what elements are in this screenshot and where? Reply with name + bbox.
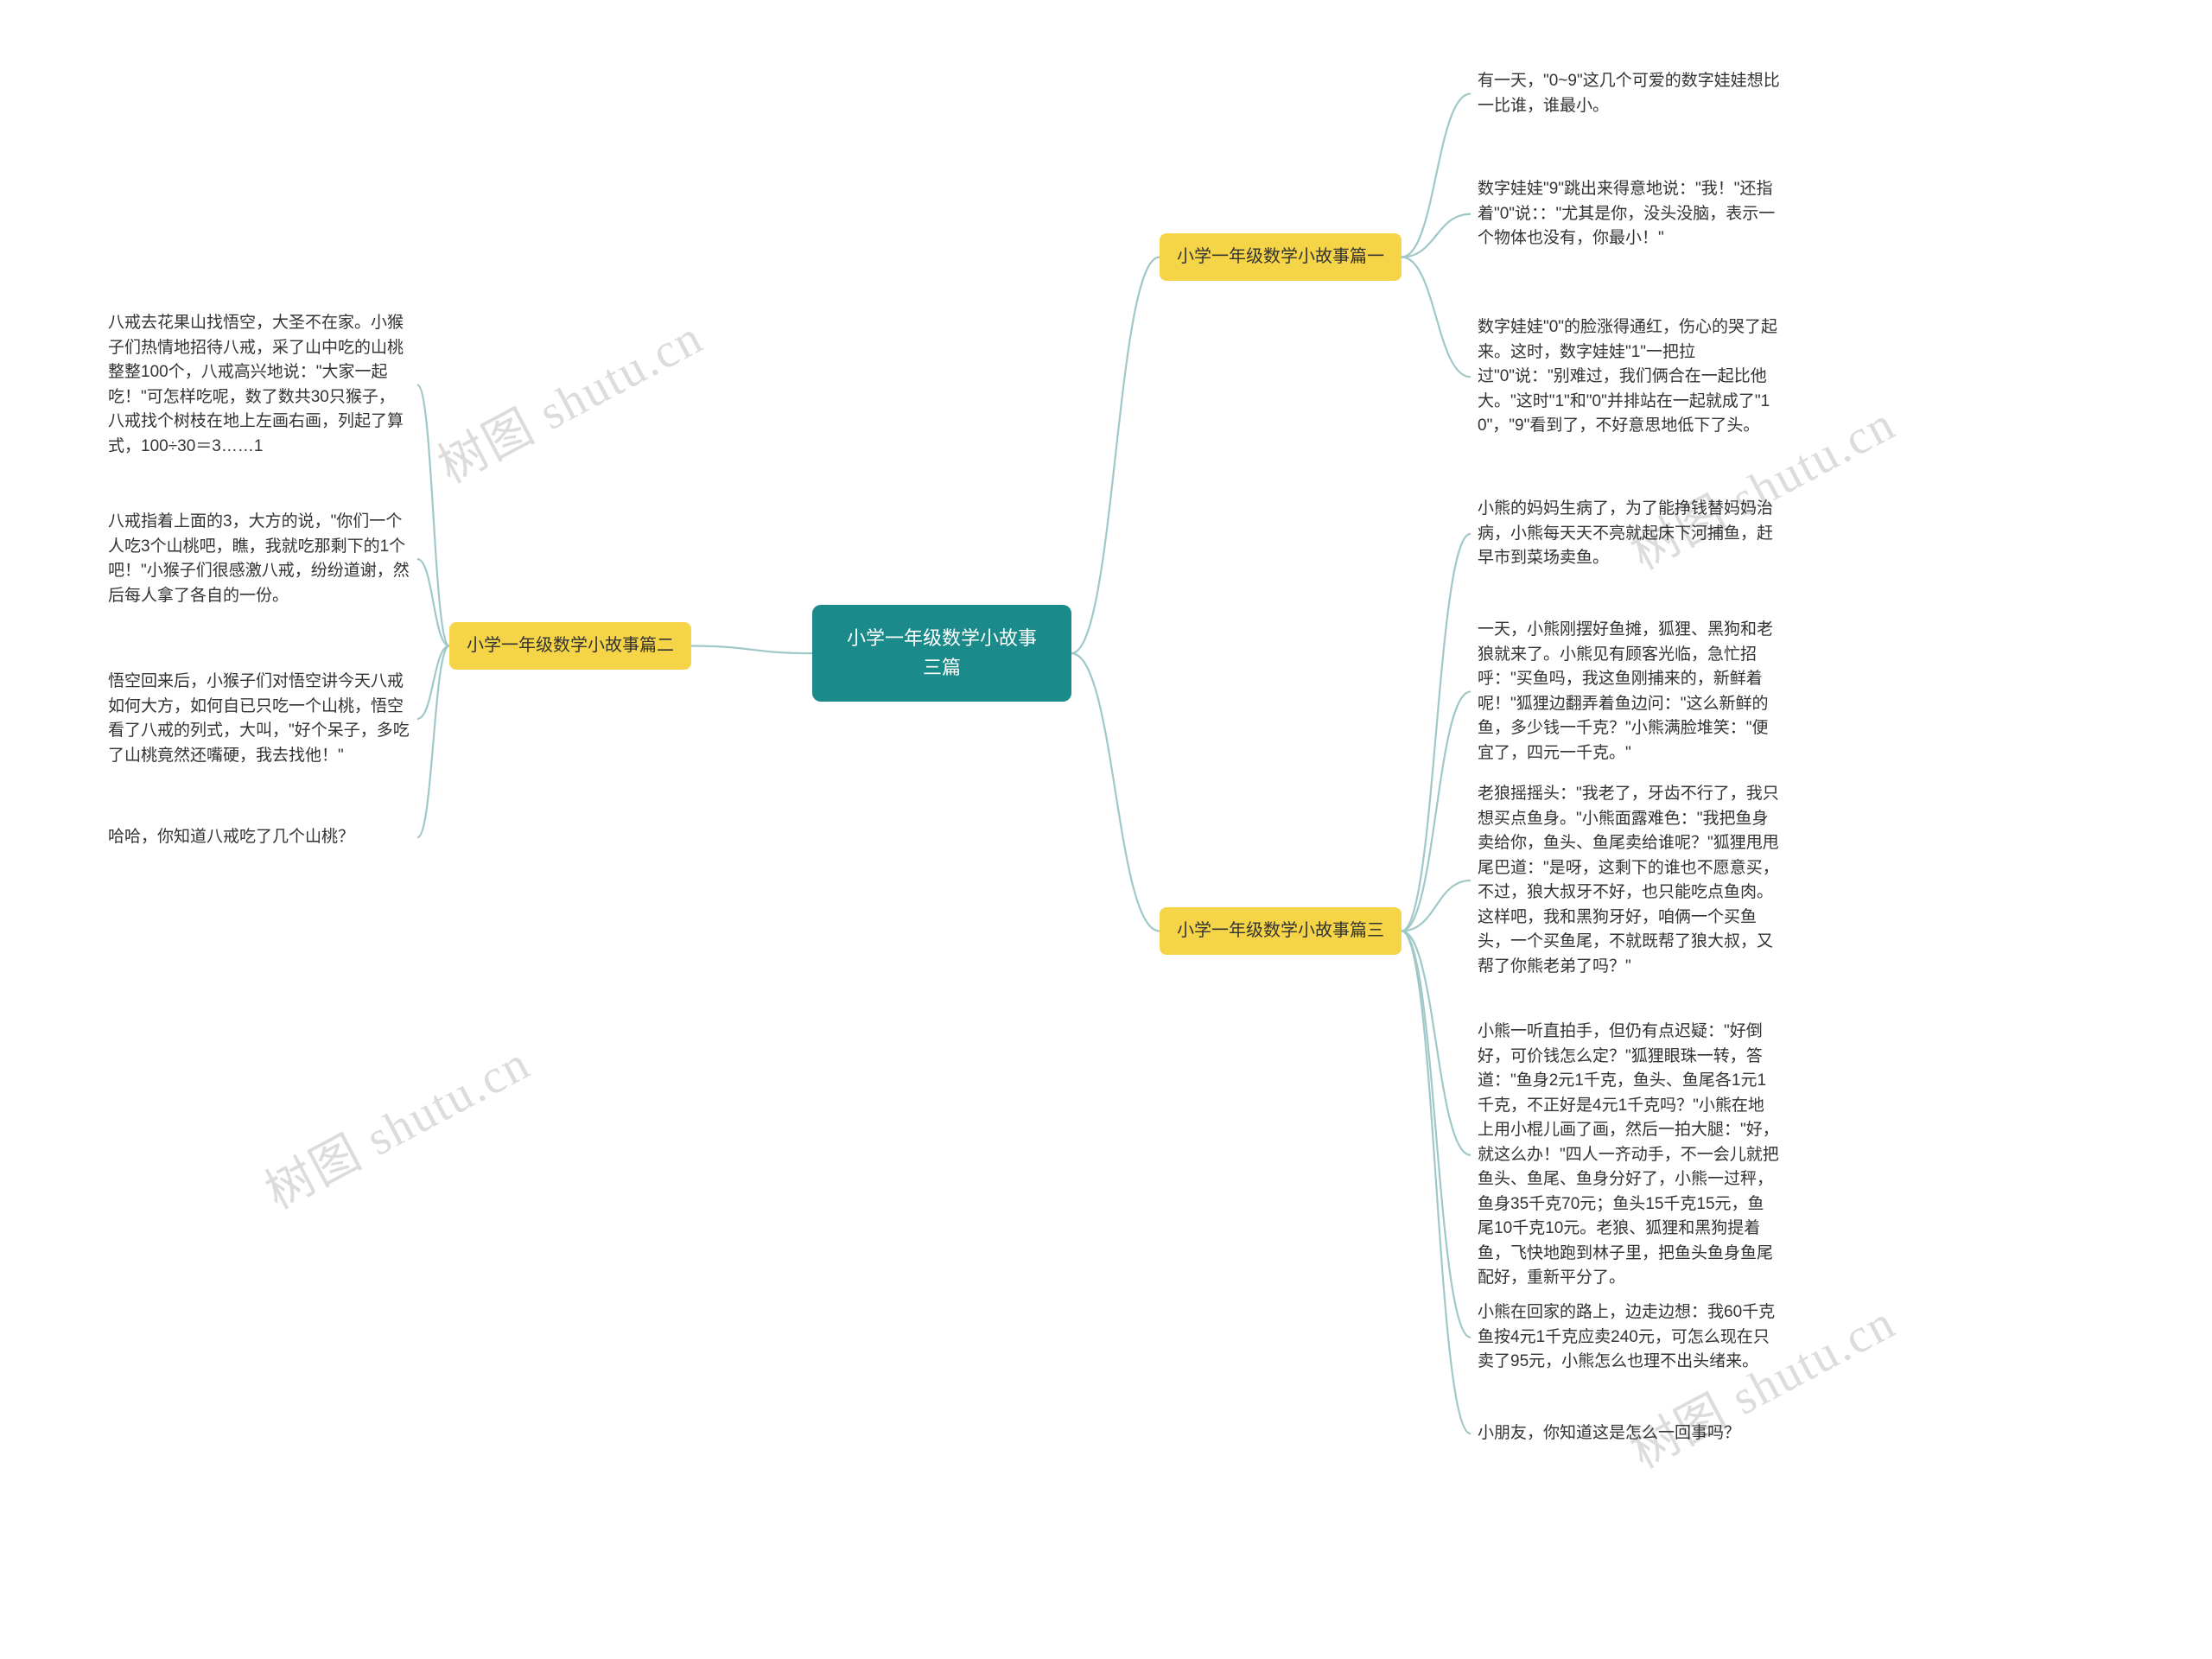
leaf-left-3: 哈哈，你知道八戒吃了几个山桃？: [108, 825, 410, 850]
leaf-left-2: 悟空回来后，小猴子们对悟空讲今天八戒如何大方，如何自已只吃一个山桃，悟空看了八戒…: [108, 670, 410, 768]
leaf-r2-1: 一天，小熊刚摆好鱼摊，狐狸、黑狗和老狼就来了。小熊见有顾客光临，急忙招呼："买鱼…: [1478, 618, 1780, 766]
leaf-r2-2: 老狼摇摇头："我老了，牙齿不行了，我只想买点鱼身。"小熊面露难色："我把鱼身卖给…: [1478, 782, 1780, 979]
branch-right-2: 小学一年级数学小故事篇三: [1160, 907, 1402, 955]
mindmap-canvas: 树图 shutu.cn 树图 shutu.cn 树图 shutu.cn 树图 s…: [0, 0, 2212, 1659]
leaf-r1-0: 有一天，"0~9"这几个可爱的数字娃娃想比一比谁，谁最小。: [1478, 69, 1780, 118]
leaf-left-1: 八戒指着上面的3，大方的说，"你们一个人吃3个山桃吧，瞧，我就吃那剩下的1个吧！…: [108, 510, 410, 608]
branch-left: 小学一年级数学小故事篇二: [449, 622, 691, 670]
leaf-r2-5: 小朋友，你知道这是怎么一回事吗？: [1478, 1421, 1780, 1446]
root-node: 小学一年级数学小故事三篇: [812, 605, 1071, 702]
branch-right-1: 小学一年级数学小故事篇一: [1160, 233, 1402, 281]
leaf-r1-1: 数字娃娃"9"跳出来得意地说："我！"还指着"0"说：："尤其是你，没头没脑，表…: [1478, 177, 1780, 251]
leaf-left-0: 八戒去花果山找悟空，大圣不在家。小猴子们热情地招待八戒，采了山中吃的山桃整整10…: [108, 311, 410, 459]
leaf-r2-4: 小熊在回家的路上，边走边想：我60千克鱼按4元1千克应卖240元，可怎么现在只卖…: [1478, 1300, 1780, 1375]
leaf-r2-0: 小熊的妈妈生病了，为了能挣钱替妈妈治病，小熊每天天不亮就起床下河捕鱼，赶早市到菜…: [1478, 497, 1780, 571]
leaf-r2-3: 小熊一听直拍手，但仍有点迟疑："好倒好，可价钱怎么定？"狐狸眼珠一转，答道："鱼…: [1478, 1020, 1780, 1291]
leaf-r1-2: 数字娃娃"0"的脸涨得通红，伤心的哭了起来。这时，数字娃娃"1"一把拉过"0"说…: [1478, 315, 1780, 439]
